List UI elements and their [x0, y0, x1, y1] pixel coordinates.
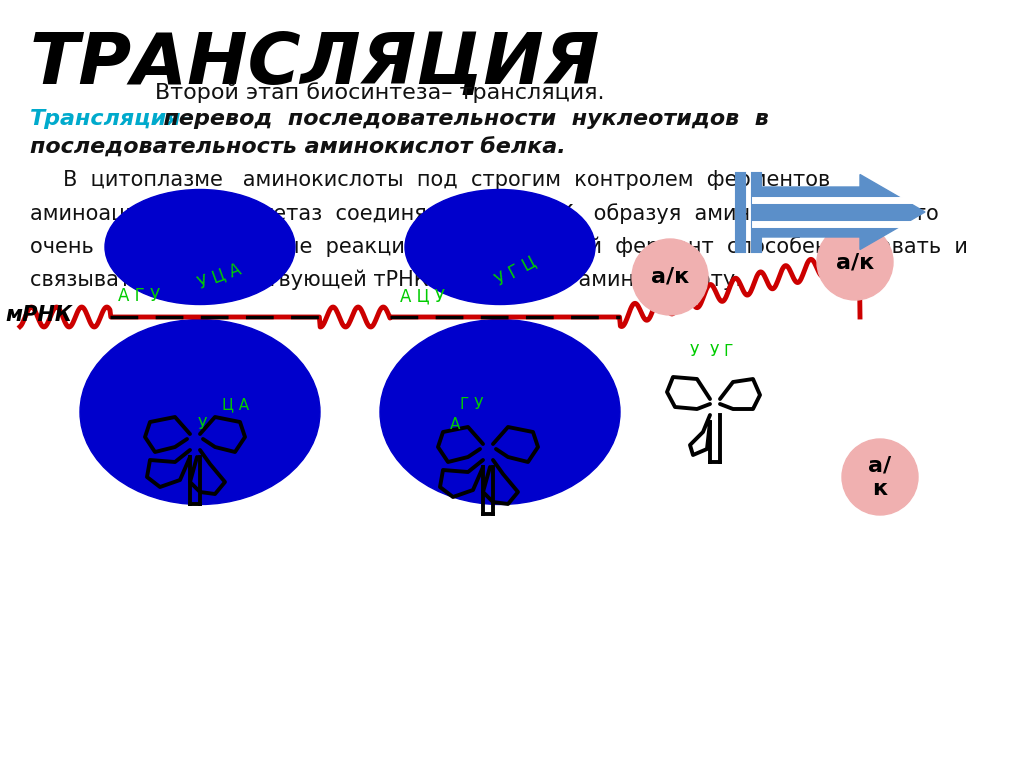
Text: перевод  последовательности  нуклеотидов  в: перевод последовательности нуклеотидов в — [148, 109, 769, 129]
Text: последовательность аминокислот белка.: последовательность аминокислот белка. — [30, 137, 565, 157]
Text: Ц А: Ц А — [222, 397, 249, 412]
Text: очень  видоспецифичные  реакции:  определенный  фермент  способен  узнавать  и: очень видоспецифичные реакции: определен… — [30, 236, 968, 257]
Circle shape — [632, 239, 708, 315]
Circle shape — [842, 439, 918, 515]
Text: У Г Ц: У Г Ц — [492, 252, 539, 289]
FancyArrow shape — [755, 175, 925, 249]
Text: А Ц У: А Ц У — [400, 287, 444, 305]
Text: а/
к: а/ к — [868, 456, 892, 499]
Text: А Г У: А Г У — [118, 287, 160, 305]
Text: У: У — [690, 344, 699, 359]
Text: ТРАНСЛЯЦИЯ: ТРАНСЛЯЦИЯ — [30, 30, 600, 99]
Ellipse shape — [105, 189, 295, 304]
Text: а/к: а/к — [651, 267, 689, 287]
Text: У: У — [198, 417, 207, 432]
Text: связывать с соответствующей тРНК только свою аминокислоту.: связывать с соответствующей тРНК только … — [30, 269, 741, 289]
Text: Трансляция–: Трансляция– — [30, 109, 193, 129]
Text: В  цитоплазме   аминокислоты  под  строгим  контролем  ферментов: В цитоплазме аминокислоты под строгим ко… — [30, 170, 830, 190]
Circle shape — [817, 224, 893, 300]
Text: мРНК: мРНК — [5, 305, 72, 325]
Text: У Ц А: У Ц А — [195, 260, 244, 292]
Text: а/к: а/к — [836, 252, 874, 272]
Text: Второй этап биосинтеза– трансляция.: Второй этап биосинтеза– трансляция. — [155, 82, 604, 103]
Text: Г У: Г У — [460, 397, 483, 412]
Ellipse shape — [80, 320, 319, 505]
Ellipse shape — [406, 189, 595, 304]
Ellipse shape — [380, 320, 620, 505]
Text: аминоацил-тРНК-синтетаз  соединяются  с  тРНК,  образуя  аминоацил-тРНК.  Это: аминоацил-тРНК-синтетаз соединяются с тР… — [30, 203, 939, 224]
Text: У Г: У Г — [710, 344, 733, 359]
Text: А: А — [450, 417, 461, 432]
